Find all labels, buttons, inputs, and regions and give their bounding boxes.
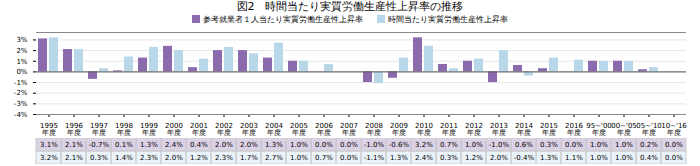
svg-text:1.3%: 1.3% (265, 141, 283, 149)
svg-text:2003年度: 2003年度 (240, 122, 258, 137)
svg-text:0.0%: 0.0% (665, 154, 683, 162)
svg-text:2.0%: 2.0% (240, 141, 258, 149)
svg-text:0.0%: 0.0% (340, 154, 358, 162)
svg-text:2.3%: 2.3% (215, 154, 233, 162)
svg-text:1999年度: 1999年度 (140, 122, 158, 137)
svg-text:2.4%: 2.4% (415, 154, 433, 162)
svg-text:1.0%: 1.0% (290, 154, 308, 162)
svg-text:1.3%: 1.3% (390, 154, 408, 162)
svg-text:2000年度: 2000年度 (165, 122, 183, 137)
svg-text:1.0%: 1.0% (465, 141, 483, 149)
svg-text:0.2%: 0.2% (640, 141, 658, 149)
svg-text:-1%: -1% (14, 79, 28, 87)
svg-text:-1.1%: -1.1% (364, 154, 385, 162)
html-text:参考就業者１人当たり実質労働生産性上昇率: 参考就業者１人当たり実質労働生産性上昇率 (203, 15, 363, 24)
svg-text:2015年度: 2015年度 (540, 122, 558, 137)
svg-text:10~'16年度: 10~'16年度 (661, 122, 687, 137)
svg-text:2.0%: 2.0% (490, 154, 508, 162)
svg-text:1.0%: 1.0% (590, 154, 608, 162)
svg-text:00~'05年度: 00~'05年度 (611, 122, 637, 137)
svg-text:0.4%: 0.4% (190, 141, 208, 149)
svg-text:0.3%: 0.3% (540, 141, 558, 149)
svg-text:2010年度: 2010年度 (415, 122, 433, 137)
svg-text:0.6%: 0.6% (515, 141, 533, 149)
svg-text:0.7%: 0.7% (315, 154, 333, 162)
svg-text:2004年度: 2004年度 (265, 122, 283, 137)
svg-text:-1.0%: -1.0% (364, 141, 385, 149)
svg-text:1%: 1% (16, 57, 27, 65)
svg-text:-3%: -3% (14, 100, 28, 108)
svg-text:2006年度: 2006年度 (315, 122, 333, 137)
svg-text:1.7%: 1.7% (240, 154, 258, 162)
svg-text:1.0%: 1.0% (615, 141, 633, 149)
svg-text:1995年度: 1995年度 (40, 122, 58, 137)
svg-text:95~'00年度: 95~'00年度 (586, 122, 612, 137)
svg-text:2.3%: 2.3% (140, 154, 158, 162)
svg-text:-0.6%: -0.6% (389, 141, 410, 149)
svg-text:05~'10年度: 05~'10年度 (636, 122, 662, 137)
svg-text:1997年度: 1997年度 (90, 122, 108, 137)
svg-text:2005年度: 2005年度 (290, 122, 308, 137)
svg-text:1996年度: 1996年度 (65, 122, 83, 137)
svg-text:0.7%: 0.7% (440, 141, 458, 149)
svg-text:1.3%: 1.3% (140, 141, 158, 149)
svg-text:1.0%: 1.0% (590, 141, 608, 149)
svg-text:1.1%: 1.1% (565, 154, 583, 162)
svg-text:2.0%: 2.0% (215, 141, 233, 149)
svg-text:2.0%: 2.0% (165, 154, 183, 162)
svg-text:2002年度: 2002年度 (215, 122, 233, 137)
svg-text:2.7%: 2.7% (265, 154, 283, 162)
svg-text:1.0%: 1.0% (290, 141, 308, 149)
svg-text:1.3%: 1.3% (540, 154, 558, 162)
svg-text:-4%: -4% (14, 111, 28, 119)
svg-text:2%: 2% (16, 47, 27, 55)
svg-text:2013年度: 2013年度 (490, 122, 508, 137)
svg-text:3.1%: 3.1% (40, 141, 58, 149)
svg-text:3.2%: 3.2% (40, 154, 58, 162)
svg-text:3%: 3% (16, 36, 27, 44)
svg-text:0.3%: 0.3% (90, 154, 108, 162)
svg-text:1.4%: 1.4% (115, 154, 133, 162)
svg-text:2.1%: 2.1% (65, 141, 83, 149)
html-text:時間当たり実質労働生産性上昇率: 時間当たり実質労働生産性上昇率 (388, 15, 508, 24)
svg-text:2016年度: 2016年度 (565, 122, 583, 137)
svg-text:2014年度: 2014年度 (515, 122, 533, 137)
svg-text:-1.0%: -1.0% (489, 141, 510, 149)
svg-text:1.2%: 1.2% (465, 154, 483, 162)
svg-text:2011年度: 2011年度 (440, 122, 458, 137)
svg-text:2012年度: 2012年度 (465, 122, 483, 137)
html-text:図2 時間当たり実質労働生産性上昇率の推移: 図2 時間当たり実質労働生産性上昇率の推移 (236, 0, 464, 13)
svg-text:0.0%: 0.0% (340, 141, 358, 149)
svg-text:2007年度: 2007年度 (340, 122, 358, 137)
svg-text:0.3%: 0.3% (440, 154, 458, 162)
svg-text:2008年度: 2008年度 (365, 122, 383, 137)
svg-text:0.0%: 0.0% (315, 141, 333, 149)
svg-text:1998年度: 1998年度 (115, 122, 133, 137)
svg-text:2009年度: 2009年度 (390, 122, 408, 137)
svg-text:2001年度: 2001年度 (190, 122, 208, 137)
svg-text:1.2%: 1.2% (190, 154, 208, 162)
svg-text:3.2%: 3.2% (415, 141, 433, 149)
svg-text:0.4%: 0.4% (640, 154, 658, 162)
svg-text:-2%: -2% (14, 89, 28, 97)
svg-text:1.0%: 1.0% (615, 154, 633, 162)
svg-text:-0.7%: -0.7% (89, 141, 110, 149)
svg-text:-0.4%: -0.4% (514, 154, 535, 162)
svg-text:2.1%: 2.1% (65, 154, 83, 162)
svg-text:0%: 0% (16, 68, 27, 76)
svg-text:0.0%: 0.0% (565, 141, 583, 149)
svg-text:0.1%: 0.1% (115, 141, 133, 149)
svg-text:2.4%: 2.4% (165, 141, 183, 149)
svg-text:0.0%: 0.0% (665, 141, 683, 149)
